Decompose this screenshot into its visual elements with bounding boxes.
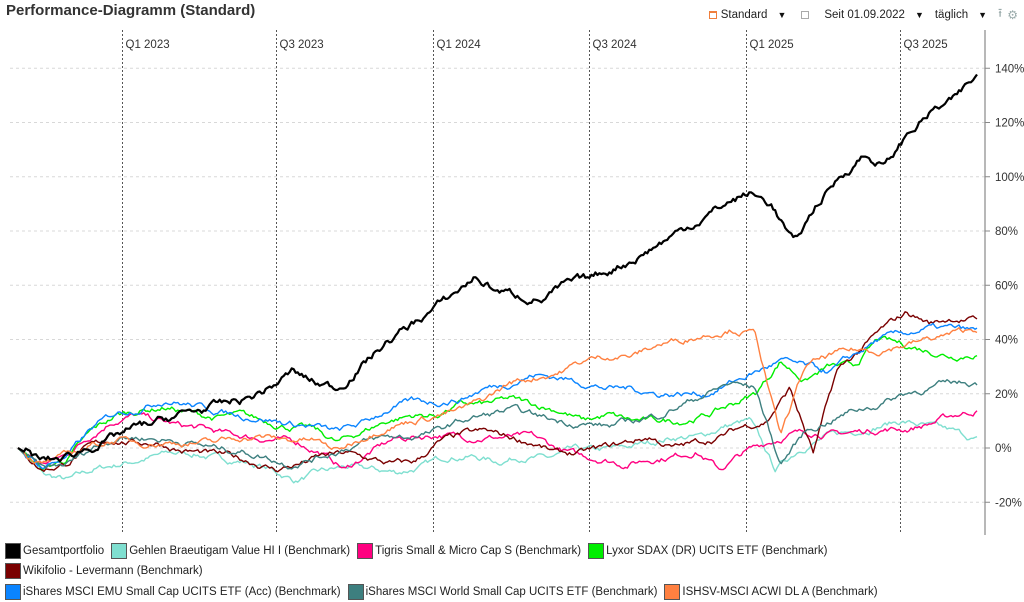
y-tick-label: -20% [995, 497, 1022, 509]
legend-item[interactable]: Tigris Small & Micro Cap S (Benchmark) [357, 541, 581, 561]
legend-row: iShares MSCI EMU Small Cap UCITS ETF (Ac… [5, 581, 1019, 602]
series-line [17, 327, 978, 464]
performance-chart: -20% 0% 20% 40% 60% 80% 100% 120% 140% Q1 2023 Q3 … [10, 30, 1024, 535]
gear-icon[interactable]: ⚙ [1007, 7, 1018, 22]
legend-label: Gesamtportfolio [23, 545, 105, 557]
x-tick-label: Q1 2023 [126, 39, 170, 51]
series-line [17, 73, 978, 463]
period-select[interactable]: Seit 01.09.2022 ▼ [824, 9, 930, 21]
series-line [17, 335, 978, 472]
legend-swatch [5, 563, 21, 579]
legend-item[interactable]: Wikifolio - Levermann (Benchmark) [5, 561, 203, 581]
y-tick-label: 80% [995, 226, 1018, 238]
legend-swatch [588, 543, 605, 559]
legend-label: Gehlen Braeutigam Value HI I (Benchmark) [129, 545, 351, 557]
upload-icon[interactable]: ⭱ [998, 6, 1003, 20]
legend-item[interactable]: Lyxor SDAX (DR) UCITS ETF (Benchmark) [588, 541, 827, 561]
window-icon [708, 10, 717, 19]
page-title: Performance-Diagramm (Standard) [6, 2, 256, 19]
series-line [17, 416, 978, 484]
interval-select-label: täglich [934, 8, 969, 21]
legend-label: Lyxor SDAX (DR) UCITS ETF (Benchmark) [606, 545, 828, 557]
series-line [17, 322, 978, 469]
legend-swatch [5, 543, 21, 559]
legend-label: iShares MSCI World Small Cap UCITS ETF (… [365, 585, 658, 598]
legend-swatch [357, 543, 374, 559]
legend-item[interactable]: ISHSV-MSCI ACWI DL A (Benchmark) [664, 582, 878, 602]
x-tick-label: Q1 2025 [750, 39, 794, 51]
y-tick-label: 140% [995, 63, 1024, 75]
legend-label: ISHSV-MSCI ACWI DL A (Benchmark) [682, 585, 878, 598]
x-tick-label: Q3 2023 [280, 39, 324, 51]
legend-item[interactable]: iShares MSCI EMU Small Cap UCITS ETF (Ac… [5, 582, 341, 602]
y-tick-label: 100% [995, 172, 1024, 184]
legend-row: Gesamtportfolio Gehlen Braeutigam Value H… [5, 541, 1019, 581]
y-tick-label: 120% [995, 118, 1024, 130]
legend-swatch [111, 543, 128, 559]
legend-item[interactable]: Gehlen Braeutigam Value HI I (Benchmark) [111, 541, 350, 561]
legend-item[interactable]: Gesamtportfolio [5, 541, 104, 561]
x-tick-label: Q3 2024 [593, 39, 638, 51]
x-tick-label: Q1 2024 [437, 39, 482, 51]
view-select-label: Standard [720, 8, 768, 21]
chart-toolbar: Standard ▼ Seit 01.09.2022 ▼ täglich ▼ ⭱… [708, 4, 1018, 25]
y-tick-label: 40% [995, 335, 1018, 347]
interval-select[interactable]: täglich ▼ [935, 9, 993, 21]
view-select[interactable]: Standard ▼ [708, 8, 793, 21]
series-line [17, 311, 978, 473]
chevron-down-icon: ▼ [777, 9, 787, 20]
legend: Gesamtportfolio Gehlen Braeutigam Value H… [5, 541, 1019, 602]
x-tick-label: Q3 2025 [904, 39, 948, 51]
y-tick-label: 0% [995, 443, 1012, 455]
series-line [17, 379, 978, 470]
chevron-down-icon: ▼ [914, 9, 924, 20]
period-select-label: Seit 01.09.2022 [824, 8, 905, 21]
legend-item[interactable]: iShares MSCI World Small Cap UCITS ETF (… [347, 582, 658, 602]
chevron-down-icon: ▼ [978, 9, 988, 20]
y-tick-label: 60% [995, 280, 1018, 292]
legend-label: Tigris Small & Micro Cap S (Benchmark) [375, 545, 582, 557]
legend-label: Wikifolio - Levermann (Benchmark) [23, 565, 203, 577]
y-tick-label: 20% [995, 389, 1018, 401]
window-outline-icon[interactable] [801, 10, 810, 19]
legend-label: iShares MSCI EMU Small Cap UCITS ETF (Ac… [23, 585, 341, 598]
